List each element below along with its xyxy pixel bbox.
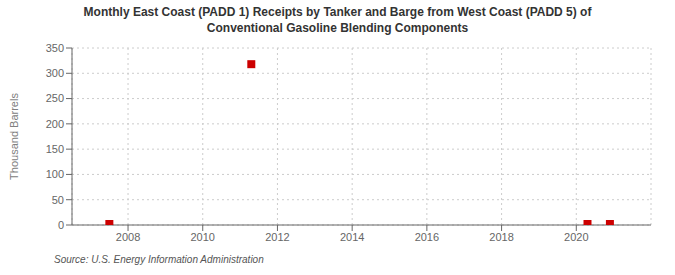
svg-text:2016: 2016 [415, 231, 439, 243]
svg-text:2020: 2020 [564, 231, 588, 243]
svg-text:2010: 2010 [190, 231, 214, 243]
svg-text:2012: 2012 [265, 231, 289, 243]
svg-text:350: 350 [46, 42, 64, 54]
svg-text:100: 100 [46, 168, 64, 180]
svg-text:Thousand Barrels: Thousand Barrels [8, 93, 20, 180]
svg-text:300: 300 [46, 67, 64, 79]
svg-text:150: 150 [46, 143, 64, 155]
svg-text:50: 50 [52, 194, 64, 206]
html-text:Conventional Gasoline Blending: Conventional Gasoline Blending Component… [206, 21, 469, 35]
html-text:Source: U.S. Energy Informatio: Source: U.S. Energy Information Administ… [54, 254, 264, 265]
svg-text:2014: 2014 [340, 231, 364, 243]
svg-text:250: 250 [46, 92, 64, 104]
html-text:Monthly East Coast (PADD 1) Re: Monthly East Coast (PADD 1) Receipts by … [83, 5, 592, 19]
svg-text:0: 0 [58, 219, 64, 231]
svg-text:200: 200 [46, 118, 64, 130]
svg-text:2008: 2008 [116, 231, 140, 243]
svg-text:2018: 2018 [489, 231, 513, 243]
